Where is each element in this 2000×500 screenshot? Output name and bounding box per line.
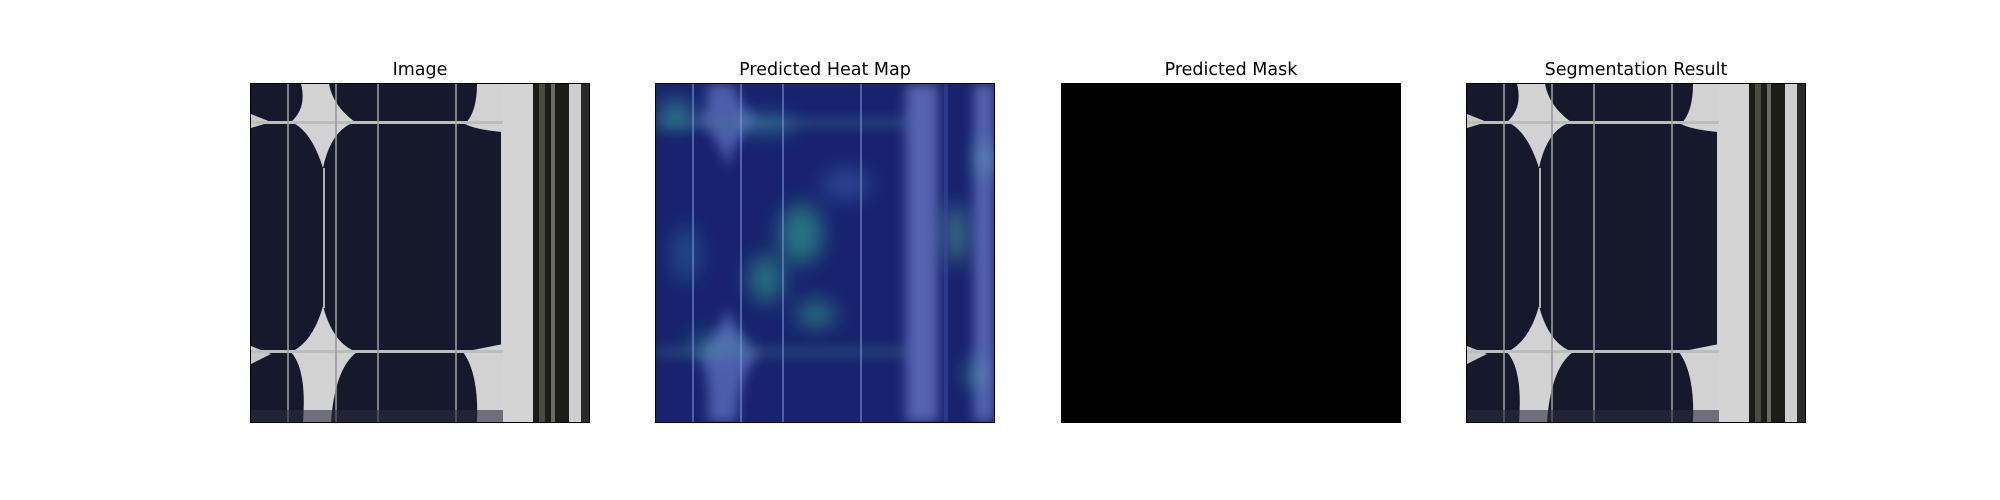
solar-cell-graphic <box>251 84 589 422</box>
image-frame <box>250 83 590 423</box>
solar-cell-image <box>251 84 589 422</box>
mask-frame <box>1061 83 1401 423</box>
segmentation-frame <box>1466 83 1806 423</box>
mask-image <box>1062 84 1400 422</box>
heatmap-frame <box>655 83 995 423</box>
panel-title-mask: Predicted Mask <box>1164 60 1298 80</box>
panel-title-image: Image <box>392 60 448 80</box>
segmentation-image <box>1467 84 1805 422</box>
panel-title-heatmap: Predicted Heat Map <box>739 60 911 80</box>
heat-map-image <box>656 84 994 422</box>
panel-title-segmentation: Segmentation Result <box>1544 60 1728 80</box>
